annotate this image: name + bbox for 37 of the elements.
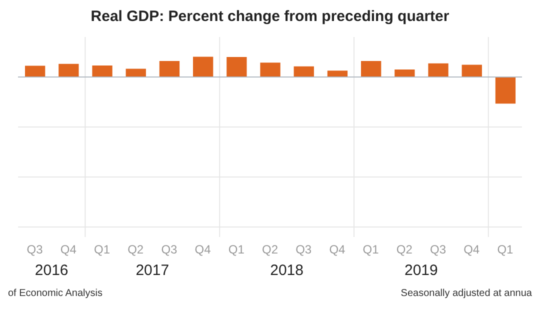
bar (159, 61, 180, 77)
bar (394, 70, 415, 77)
x-tick-label: Q2 (262, 242, 278, 257)
text: Seasonally adjusted at annua (400, 288, 532, 299)
x-tick-label: Q4 (194, 242, 212, 257)
text: of Economic Analysis (8, 288, 102, 299)
bar (92, 66, 112, 77)
x-tick-label: Q2 (396, 242, 413, 257)
text: 2019 (404, 262, 439, 279)
bar (226, 57, 247, 77)
text: 2018 (269, 262, 304, 279)
x-tick-label: Q3 (296, 242, 312, 257)
x-tick-label: Q3 (26, 242, 44, 257)
x-tick-label: Q1 (228, 242, 245, 257)
bar (193, 56, 214, 77)
x-tick-label: Q3 (430, 242, 446, 257)
x-tick-label: Q1 (497, 242, 514, 257)
chart-title: Real GDP: Percent change from preceding quarter (90, 8, 450, 27)
bar (361, 61, 382, 77)
x-tick-label: Q1 (362, 242, 380, 257)
x-tick-label: Q3 (161, 242, 178, 257)
bar (25, 66, 46, 77)
bar (294, 66, 314, 77)
text: 2016 (34, 262, 70, 279)
bar (495, 77, 516, 104)
bar (260, 62, 280, 77)
bar (327, 70, 348, 77)
x-tick-label: Q1 (94, 242, 110, 257)
text: 2017 (134, 262, 170, 279)
bar (462, 64, 482, 77)
x-tick-label: Q4 (464, 242, 480, 257)
bar (428, 63, 448, 77)
x-tick-label: Q4 (329, 242, 346, 257)
x-tick-label: Q4 (60, 242, 77, 257)
bar (58, 64, 79, 77)
x-tick-label: Q2 (128, 242, 144, 257)
bar (126, 68, 146, 77)
